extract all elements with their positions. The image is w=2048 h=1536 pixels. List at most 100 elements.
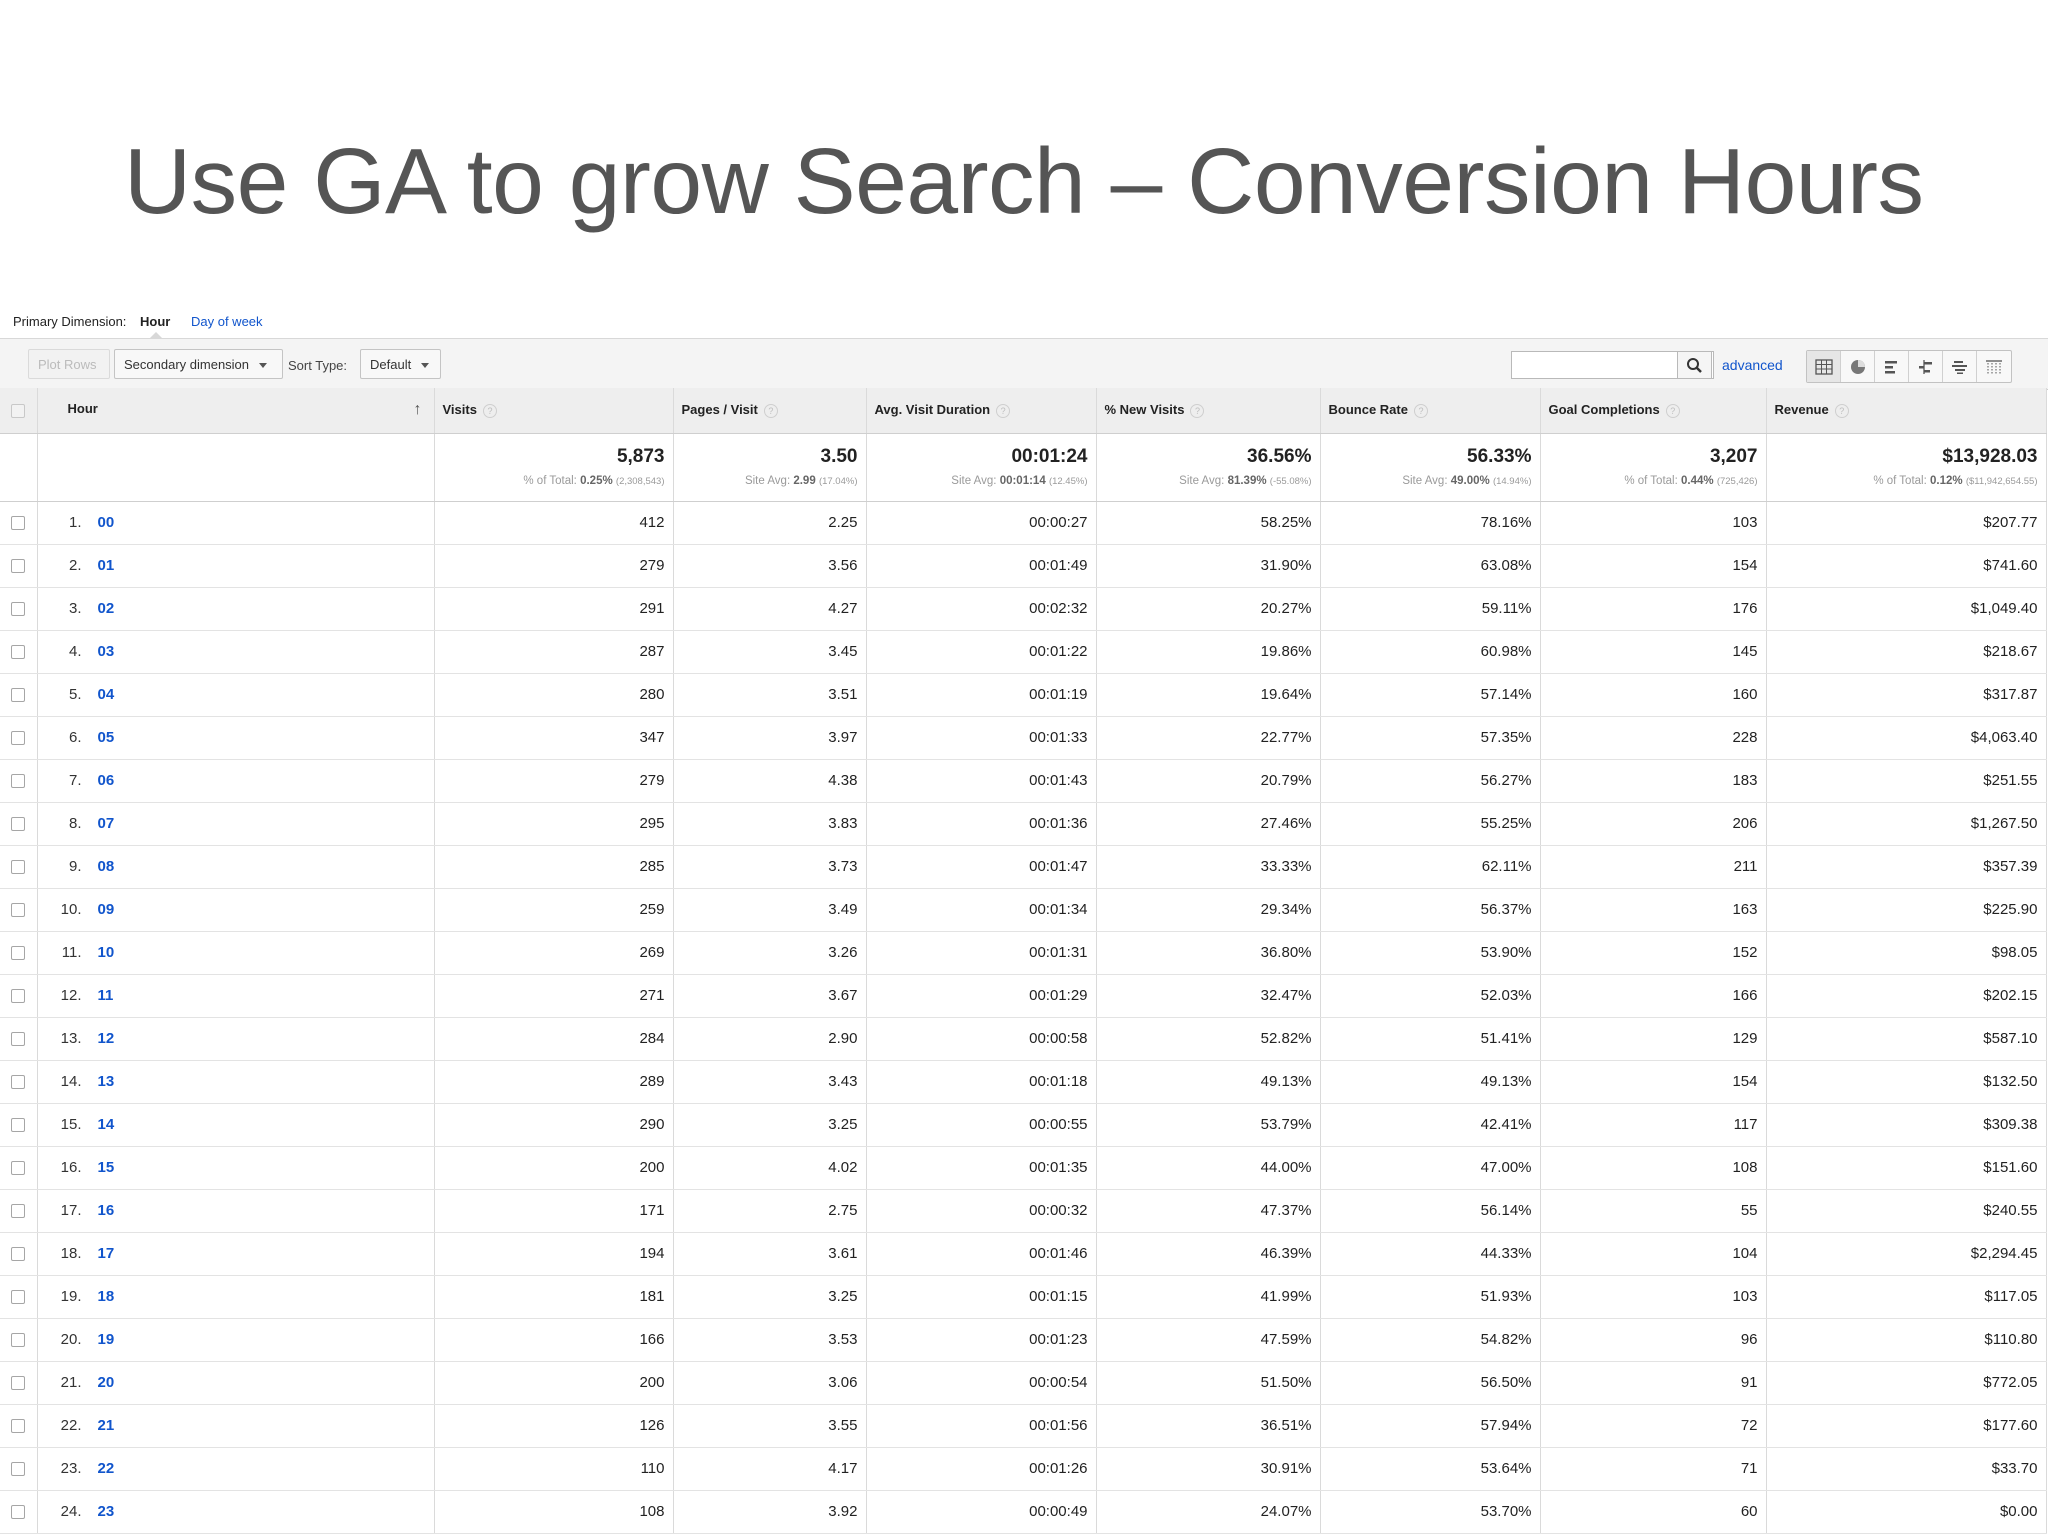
hour-link[interactable]: 01 [97,557,115,574]
revenue-total: $13,928.03 [1942,445,2038,467]
hour-link[interactable]: 13 [97,1073,115,1090]
help-icon[interactable]: ? [1413,404,1428,419]
new-visits-cell: 44.00% [1096,1146,1321,1190]
hour-link[interactable]: 08 [97,858,115,875]
hour-link[interactable]: 00 [97,514,115,531]
row-checkbox[interactable] [11,817,26,832]
visits-column-header[interactable]: Visits? [434,388,674,434]
bounce-rate-cell: 62.11% [1320,845,1541,889]
hour-link[interactable]: 06 [97,772,115,789]
goal-completions-cell: 60 [1540,1490,1767,1534]
row-checkbox[interactable] [11,559,26,574]
search-button[interactable] [1677,351,1712,379]
hour-link[interactable]: 02 [97,600,115,617]
row-checkbox[interactable] [11,602,26,617]
hour-link[interactable]: 20 [97,1374,115,1391]
table-row: 3. 02 291 4.27 00:02:32 20.27% 59.11% 176 $1,049… [0,587,2047,631]
dimension-hour-selected[interactable]: Hour [140,314,171,329]
row-checkbox[interactable] [11,1204,26,1219]
pie-chart-view-button[interactable] [1841,351,1875,382]
row-checkbox[interactable] [11,731,26,746]
row-checkbox[interactable] [11,1419,26,1434]
comparison-view-button[interactable] [1909,351,1943,382]
bounce-rate-cell: 44.33% [1320,1232,1541,1276]
goal-completions-total: 3,207 [1709,445,1758,467]
goal-completions-column-header[interactable]: Goal Completions? [1540,388,1767,434]
row-select-cell [0,501,38,545]
hour-link[interactable]: 18 [97,1288,115,1305]
hour-link[interactable]: 22 [97,1460,115,1477]
help-icon[interactable]: ? [763,404,778,419]
hour-link[interactable]: 10 [97,944,115,961]
secondary-dimension-dropdown[interactable]: Secondary dimension [114,349,283,379]
hour-link[interactable]: 11 [97,987,114,1004]
row-checkbox[interactable] [11,774,26,789]
row-select-cell [0,759,38,803]
help-icon[interactable]: ? [482,404,497,419]
term-cloud-view-button[interactable] [1943,351,1977,382]
row-select-cell [0,845,38,889]
row-checkbox[interactable] [11,1376,26,1391]
row-checkbox[interactable] [11,645,26,660]
revenue-cell: $33.70 [1766,1447,2047,1491]
performance-view-button[interactable] [1875,351,1909,382]
help-icon[interactable]: ? [1190,404,1205,419]
row-checkbox[interactable] [11,1462,26,1477]
bounce-rate-cell: 53.70% [1320,1490,1541,1534]
pivot-view-button[interactable] [1977,351,2011,382]
help-icon[interactable]: ? [1834,404,1849,419]
hour-link[interactable]: 21 [97,1417,115,1434]
visits-cell: 259 [434,888,674,932]
hour-link[interactable]: 09 [97,901,115,918]
hour-link[interactable]: 07 [97,815,115,832]
pages-visit-column-header[interactable]: Pages / Visit? [673,388,867,434]
row-checkbox[interactable] [11,989,26,1004]
row-checkbox[interactable] [11,903,26,918]
hour-link[interactable]: 04 [97,686,115,703]
row-checkbox[interactable] [11,1032,26,1047]
help-icon[interactable]: ? [996,404,1011,419]
row-checkbox[interactable] [11,1075,26,1090]
avg-duration-column-header[interactable]: Avg. Visit Duration? [866,388,1097,434]
row-checkbox[interactable] [11,1333,26,1348]
hour-cell: 18. 17 [37,1232,435,1276]
goal-completions-cell: 206 [1540,802,1767,846]
row-checkbox[interactable] [11,860,26,875]
hour-link[interactable]: 16 [97,1202,115,1219]
row-checkbox[interactable] [11,1247,26,1262]
hour-link[interactable]: 19 [97,1331,115,1348]
pages-visit-cell: 2.25 [673,501,867,545]
hour-link[interactable]: 15 [97,1159,115,1176]
hour-link[interactable]: 23 [97,1503,115,1520]
data-table-view-button[interactable] [1807,351,1841,382]
row-checkbox[interactable] [11,1161,26,1176]
new-visits-column-header[interactable]: % New Visits? [1096,388,1321,434]
hour-link[interactable]: 17 [97,1245,115,1262]
goal-completions-cell: 160 [1540,673,1767,717]
row-checkbox[interactable] [11,688,26,703]
revenue-column-header[interactable]: Revenue? [1766,388,2047,434]
row-checkbox[interactable] [11,946,26,961]
sort-type-dropdown[interactable]: Default [360,349,441,379]
hour-link[interactable]: 14 [97,1116,115,1133]
row-checkbox[interactable] [11,1505,26,1520]
row-checkbox[interactable] [11,516,26,531]
hour-link[interactable]: 12 [97,1030,115,1047]
avg-duration-cell: 00:00:54 [866,1361,1097,1405]
hour-link[interactable]: 05 [97,729,115,746]
plot-rows-button[interactable]: Plot Rows [28,349,110,379]
row-select-cell [0,1017,38,1061]
hour-cell: 15. 14 [37,1103,435,1147]
hour-link[interactable]: 03 [97,643,115,660]
help-icon[interactable]: ? [1665,404,1680,419]
row-checkbox[interactable] [11,1290,26,1305]
dimension-day-of-week-link[interactable]: Day of week [191,314,263,329]
bounce-rate-column-header[interactable]: Bounce Rate? [1320,388,1541,434]
hour-column-header[interactable]: Hour ↑ [37,388,435,434]
avg-duration-header-label: Avg. Visit Duration [874,402,991,418]
row-checkbox[interactable] [11,1118,26,1133]
advanced-filter-link[interactable]: advanced [1722,357,1783,373]
new-visits-cell: 36.80% [1096,931,1321,975]
select-all-checkbox[interactable] [11,404,26,419]
compare-label: Site Avg: [744,474,791,487]
